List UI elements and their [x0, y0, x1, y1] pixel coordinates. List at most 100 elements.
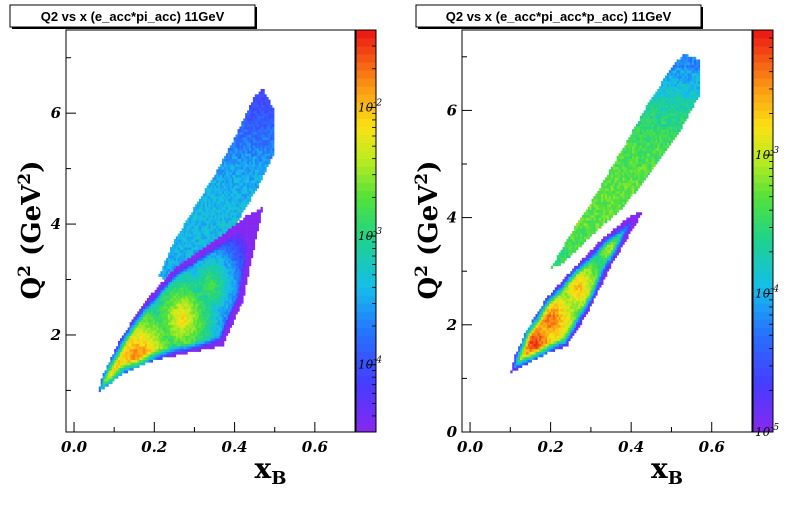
color-band [753, 134, 773, 143]
color-band [356, 134, 376, 143]
color-bar-tick-label: 10-5 [755, 423, 779, 439]
color-band [356, 311, 376, 320]
color-band [356, 247, 376, 256]
color-band [356, 142, 376, 151]
color-band [356, 327, 376, 336]
color-band [356, 206, 376, 216]
color-band [356, 126, 376, 135]
chart-title-box: Q2 vs x (e_acc*pi_acc*p_acc) 11GeV [415, 4, 703, 29]
chart-panel-1: 0.0 0.2 0.4 0.6 2 4 6 xB Q2 (GeV2) 10-2 10-3 10-4 Q2… [9, 4, 382, 489]
color-band [753, 295, 773, 304]
y-tick-label: 4 [447, 209, 457, 227]
density-map [510, 54, 701, 374]
color-band [753, 391, 773, 401]
color-band [753, 150, 773, 160]
color-band [753, 247, 773, 256]
color-band [356, 295, 376, 304]
color-band [356, 182, 376, 192]
color-band [356, 222, 376, 232]
color-band [753, 174, 773, 184]
color-band [753, 231, 773, 240]
color-band [753, 110, 773, 119]
chart-panel-2: 0.0 0.2 0.4 0.6 0 2 4 6 xB Q2 (GeV2) 10-3 10-4 10-5 Q… [412, 4, 779, 489]
color-band [356, 118, 376, 127]
title-frame [415, 4, 702, 28]
color-band [356, 255, 376, 264]
color-band [356, 287, 376, 296]
color-band [753, 271, 773, 280]
title-frame [9, 4, 256, 28]
color-band [356, 271, 376, 280]
color-bar-tick-label: 10-2 [358, 98, 382, 114]
color-bar-frame [752, 29, 774, 433]
density-map [98, 88, 275, 393]
y-tick-label: 6 [447, 101, 458, 119]
color-band [356, 190, 376, 200]
color-band [356, 351, 376, 361]
color-band [753, 375, 773, 385]
x-tick-label: 0.6 [699, 438, 726, 456]
color-band [753, 94, 773, 103]
color-band [753, 335, 773, 344]
color-band [753, 38, 773, 47]
color-band [356, 30, 376, 39]
color-band [356, 279, 376, 288]
color-band [753, 62, 773, 71]
color-bar-frame [355, 29, 377, 433]
color-band [356, 415, 376, 425]
color-band [356, 239, 376, 248]
color-band [753, 46, 773, 55]
color-band [356, 70, 376, 79]
color-band [356, 303, 376, 312]
color-band [356, 78, 376, 87]
color-bar-tick-label: 10-4 [755, 285, 779, 301]
y-tick-label: 6 [51, 104, 62, 122]
color-band [356, 319, 376, 328]
x-tick-label: 0.0 [61, 438, 88, 456]
color-band [356, 38, 376, 47]
color-band [356, 166, 376, 176]
color-band [356, 335, 376, 344]
color-band [753, 255, 773, 264]
color-band [356, 407, 376, 417]
color-band [356, 359, 376, 369]
x-axis-label: xB [255, 452, 287, 489]
color-bar-tick-label: 10-3 [755, 146, 779, 162]
color-band [356, 263, 376, 272]
x-tick-label: 0.2 [141, 438, 167, 456]
x-tick-label: 0.2 [538, 438, 564, 456]
y-tick-label: 0 [447, 423, 458, 441]
color-band [753, 287, 773, 296]
color-band [753, 415, 773, 425]
chart-title-box: Q2 vs x (e_acc*pi_acc) 11GeV [9, 4, 257, 29]
color-band [753, 319, 773, 328]
y-axis-label: Q2 (GeV2) [15, 161, 47, 300]
color-band [753, 279, 773, 288]
color-band [356, 102, 376, 111]
color-band [753, 70, 773, 79]
color-band [356, 174, 376, 184]
color-band [356, 110, 376, 119]
x-tick-label: 0.6 [302, 438, 329, 456]
color-band [356, 231, 376, 240]
color-band [753, 182, 773, 192]
color-band [356, 399, 376, 409]
x-tick-label: 0.0 [457, 438, 484, 456]
color-band [753, 158, 773, 168]
color-band [753, 359, 773, 369]
color-band [753, 303, 773, 312]
color-band [753, 311, 773, 320]
color-band [753, 367, 773, 377]
color-band [753, 102, 773, 111]
color-band [753, 30, 773, 39]
color-bar-tick-label: 10-3 [358, 227, 382, 243]
color-band [753, 206, 773, 216]
chart-title: Q2 vs x (e_acc*pi_acc) 11GeV [41, 9, 225, 24]
color-band [356, 86, 376, 95]
color-band [753, 86, 773, 95]
color-band [753, 222, 773, 232]
color-band [753, 54, 773, 63]
color-band [356, 391, 376, 401]
color-band [753, 327, 773, 336]
color-bar: 10-2 10-3 10-4 [355, 29, 382, 433]
